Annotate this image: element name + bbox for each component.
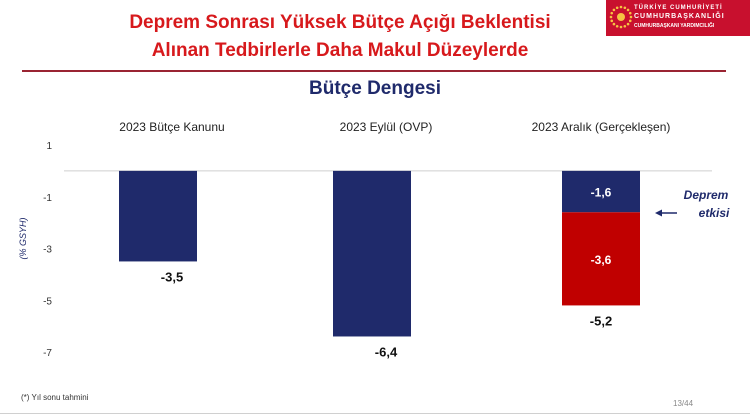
category-label: 2023 Eylül (OVP)	[340, 120, 433, 134]
emblem-star	[619, 25, 623, 29]
bar-segment	[562, 170, 640, 213]
category-label: 2023 Aralık (Gerçekleşen)	[532, 120, 671, 134]
emblem-star	[610, 11, 614, 15]
emblem-star	[615, 6, 619, 10]
emblem-star	[619, 5, 623, 9]
logo-line3: CUMHURBAŞKANI YARDIMCILIĞI	[634, 23, 715, 29]
emblem-star	[609, 15, 613, 19]
bar-segment	[333, 170, 411, 337]
y-tick-label: -1	[43, 193, 52, 204]
bottom-rule	[0, 413, 750, 414]
emblem-star	[623, 6, 627, 10]
page-number: 13/44	[673, 399, 694, 408]
annotation-line2: etkisi	[699, 206, 730, 220]
emblem-star	[626, 22, 630, 26]
logo-line1: TÜRKİYE CUMHURİYETİ	[634, 5, 723, 11]
annotation-arrow-head	[655, 209, 662, 217]
page-title: Deprem Sonrası Yüksek Bütçe Açığı Beklen…	[129, 12, 551, 33]
emblem-star	[612, 8, 616, 12]
presidency-logo: TÜRKİYE CUMHURİYETİ CUMHURBAŞKANLIĞI CUM…	[606, 0, 750, 36]
bar-total-label: -5,2	[590, 313, 612, 328]
chart-title: Bütçe Dengesi	[309, 78, 441, 99]
bar-segment-label: -3,6	[591, 253, 612, 267]
emblem-star	[626, 8, 630, 12]
emblem-star	[623, 24, 627, 28]
footnote: (*) Yıl sonu tahmini	[21, 393, 89, 402]
annotation-line1: Deprem	[684, 188, 729, 202]
logo-line2: CUMHURBAŞKANLIĞI	[634, 13, 725, 20]
emblem-star	[629, 15, 633, 19]
title-divider	[22, 70, 726, 72]
emblem-star	[612, 22, 616, 26]
emblem-star	[615, 24, 619, 28]
page-title-line2: Alınan Tedbirlerle Daha Makul Düzeylerde	[151, 40, 529, 61]
y-axis-label: (% GSYH)	[18, 217, 28, 259]
bar-segment-label: -1,6	[591, 186, 612, 200]
emblem-star	[628, 11, 632, 15]
category-label: 2023 Bütçe Kanunu	[119, 120, 224, 134]
y-tick-label: -3	[43, 245, 52, 256]
bar-total-label: -3,5	[161, 269, 183, 284]
bar-segment	[119, 170, 197, 262]
bar-total-label: -6,4	[375, 344, 398, 359]
y-tick-label: 1	[46, 141, 52, 152]
y-tick-label: -7	[43, 348, 52, 359]
emblem-star	[628, 19, 632, 23]
emblem-icon	[609, 5, 633, 29]
emblem-star	[610, 19, 614, 23]
y-tick-label: -5	[43, 296, 52, 307]
bar-segment	[562, 212, 640, 306]
